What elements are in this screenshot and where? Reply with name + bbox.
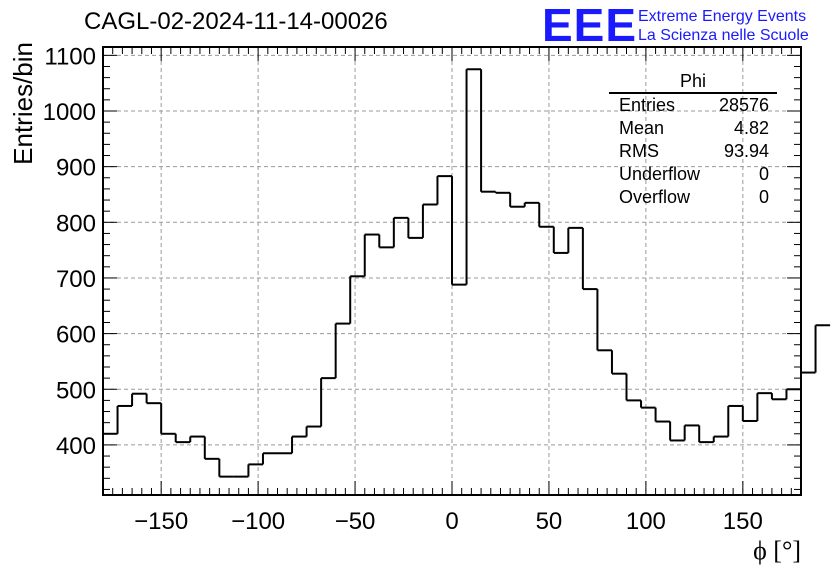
eee-logo-mark: EEE	[542, 0, 638, 51]
stats-row-mean: Mean 4.82	[609, 117, 777, 140]
chart-title: CAGL-02-2024-11-14-00026	[84, 8, 388, 35]
stats-label: RMS	[619, 141, 659, 161]
stats-box: Phi Entries 28576 Mean 4.82 RMS 93.94 Un…	[609, 70, 777, 209]
y-tick-label: 600	[56, 322, 96, 349]
y-tick-label: 800	[56, 210, 96, 237]
x-tick-label: 0	[445, 508, 458, 535]
y-tick-label: 1100	[44, 43, 96, 70]
y-tick-label: 900	[56, 155, 96, 182]
x-tick-label: −100	[231, 508, 285, 535]
y-axis-label: Entries/bin	[8, 42, 38, 165]
stats-label: Overflow	[619, 187, 691, 207]
x-tick-label: 150	[723, 508, 763, 535]
stats-value: 4.82	[733, 118, 769, 138]
stats-row-overflow: Overflow 0	[609, 186, 777, 209]
stats-value: 93.94	[723, 141, 769, 161]
y-tick-label: 500	[56, 377, 96, 404]
x-tick-label: 100	[626, 508, 666, 535]
stats-title: Phi	[609, 70, 777, 94]
stats-label: Underflow	[619, 164, 701, 184]
stats-row-entries: Entries 28576	[609, 94, 777, 117]
plot-frame	[102, 46, 802, 496]
stats-row-rms: RMS 93.94	[609, 140, 777, 163]
x-tick-label: 50	[536, 508, 563, 535]
stats-label: Entries	[619, 95, 676, 115]
eee-logo-line1: Extreme Energy Events	[638, 8, 807, 25]
y-tick-label: 1000	[43, 99, 96, 126]
stats-row-underflow: Underflow 0	[609, 163, 777, 186]
y-tick-label: 700	[56, 266, 96, 293]
x-tick-label: −50	[335, 508, 376, 535]
stats-value: 28576	[718, 95, 769, 115]
stats-value: 0	[758, 187, 769, 207]
eee-logo-line2: La Scienza nelle Scuole	[638, 27, 809, 44]
x-axis-label: ϕ [°]	[753, 536, 801, 565]
stats-label: Mean	[619, 118, 665, 138]
x-tick-label: −150	[134, 508, 188, 535]
y-tick-label: 400	[56, 433, 96, 460]
stats-value: 0	[758, 164, 769, 184]
eee-logo-caption: Extreme Energy Events La Scienza nelle S…	[638, 7, 809, 45]
